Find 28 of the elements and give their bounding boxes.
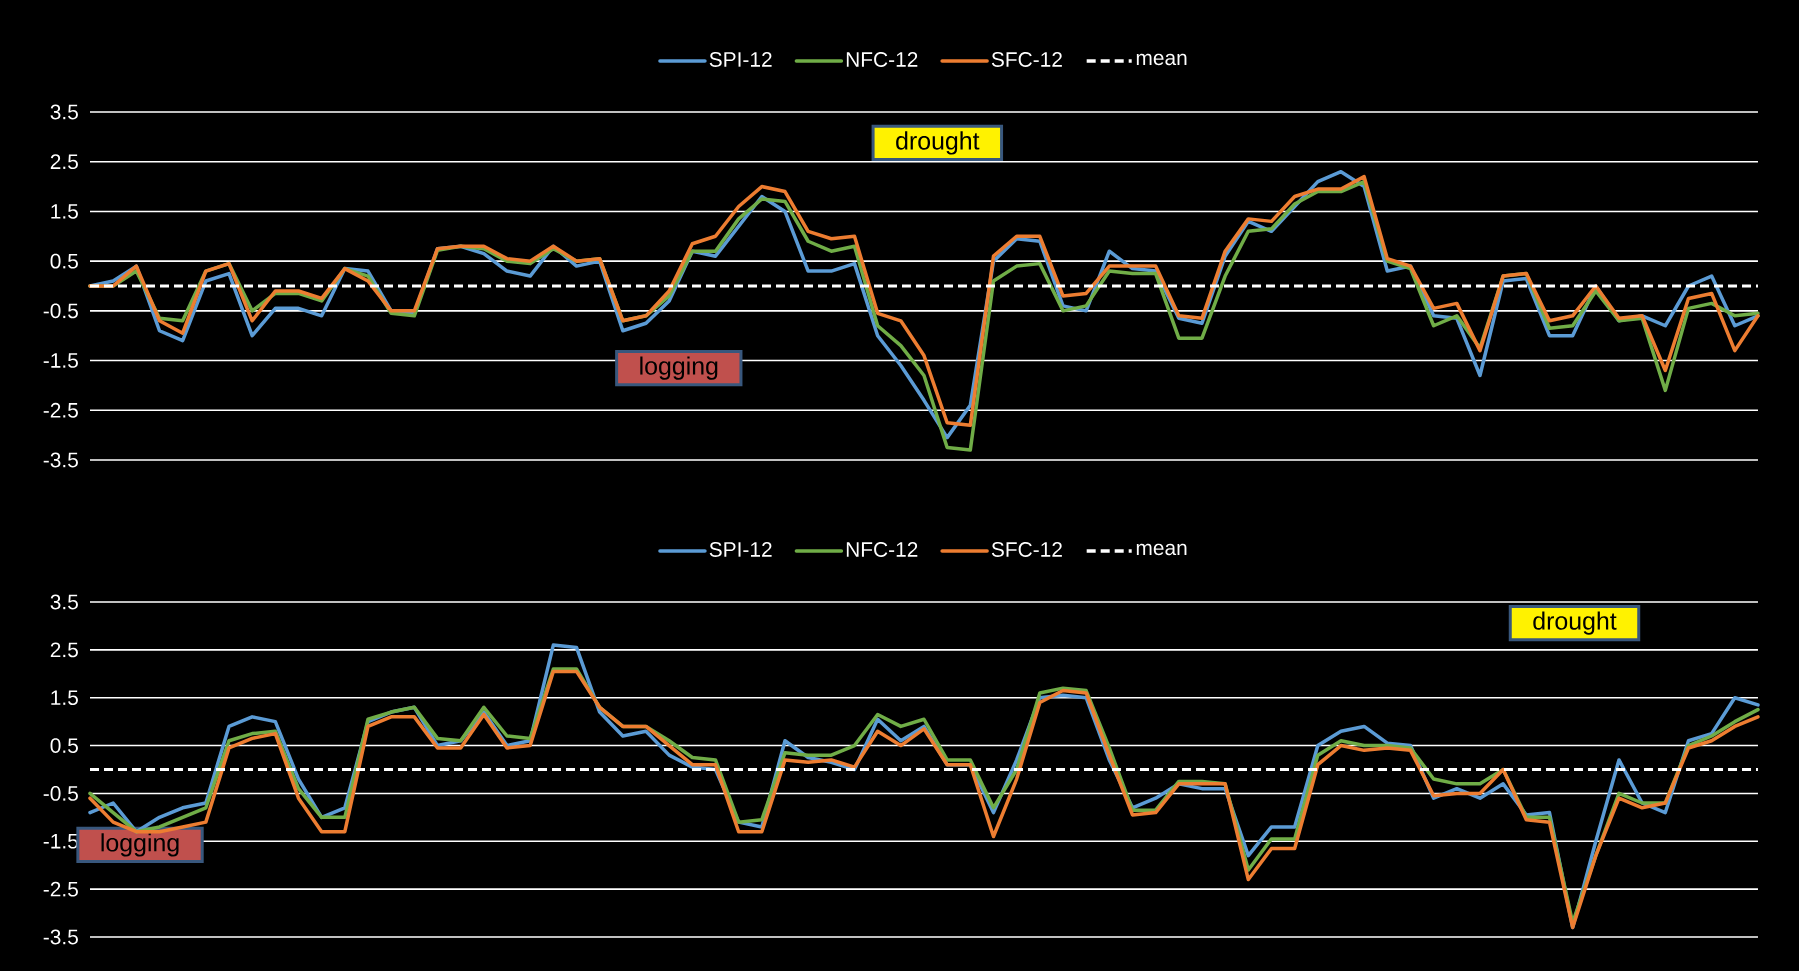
y-tick-label: -2.5 [43,881,78,897]
legend-label: SPI-12 [709,542,772,557]
y-tick-label: 0.5 [50,253,78,269]
y-tick-label: -0.5 [43,303,78,319]
y-tick-label: -1.5 [43,833,78,849]
annotation: logging [101,833,179,857]
legend-label: NFC-12 [846,542,918,557]
y-tick-label: -2.5 [43,402,78,418]
y-tick-label: -1.5 [43,353,78,368]
y-tick-label: 1.5 [51,690,78,706]
y-tick-label: 3.5 [50,594,78,610]
legend-label: NFC-12 [846,52,918,67]
y-tick-label: -0.5 [43,786,78,801]
legend-label: SFC-12 [991,52,1062,67]
annotation: drought [896,131,980,155]
legend-label: SPI-12 [709,52,772,67]
y-tick-label: -3.5 [43,929,78,945]
annotation: drought [1533,611,1617,635]
y-tick-label: 1.5 [51,204,78,219]
y-tick-label: 2.5 [50,154,78,170]
annotation: logging [640,356,718,380]
legend-label: mean [1136,53,1187,66]
legend-label: SFC-12 [991,542,1062,557]
y-tick-label: -3.5 [43,452,78,468]
y-tick-label: 2.5 [50,642,78,658]
y-tick-label: 0.5 [50,738,78,753]
legend-label: mean [1136,543,1187,556]
y-tick-label: 3.5 [50,104,78,120]
